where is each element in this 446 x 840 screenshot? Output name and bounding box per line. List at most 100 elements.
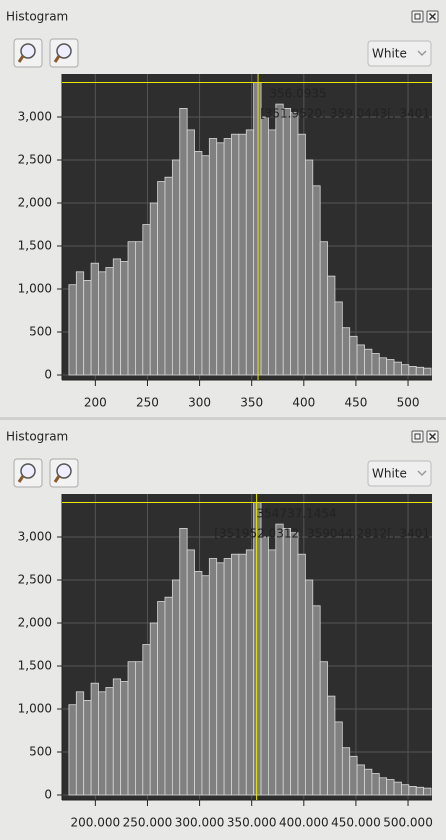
bar (312, 605, 321, 796)
float-button[interactable] (411, 430, 424, 443)
bar (216, 142, 225, 376)
bar (297, 133, 306, 376)
bar (319, 241, 328, 376)
bar (105, 687, 114, 796)
x-tick-label: 350.000 (227, 816, 277, 830)
bar (268, 549, 277, 796)
close-icon (428, 432, 437, 441)
bar (171, 159, 181, 376)
panel-title: Histogram (6, 430, 68, 444)
float-button[interactable] (411, 10, 424, 23)
bar (98, 271, 107, 376)
bar (83, 280, 92, 376)
y-tick-label: 2,500 (18, 573, 52, 587)
panel-title: Histogram (6, 10, 68, 24)
bar (297, 553, 306, 796)
bar (275, 103, 284, 376)
bar (327, 695, 336, 796)
bar (171, 579, 181, 796)
magnifier-handle (53, 55, 61, 63)
x-tick-label: 500 (397, 396, 420, 410)
bar (120, 681, 129, 796)
bar (393, 781, 402, 796)
x-tick-label: 450 (344, 396, 367, 410)
bar (245, 129, 255, 376)
separator (0, 417, 446, 420)
dropdown-arrow (417, 50, 427, 57)
bar (127, 661, 136, 796)
bar (208, 138, 218, 376)
bar (245, 549, 255, 796)
y-tick-label: 500 (29, 745, 52, 759)
float-icon (414, 433, 421, 440)
x-tick-label: 300 (188, 396, 211, 410)
y-tick-label: 3,000 (18, 110, 52, 124)
magnifier-handle (53, 475, 61, 483)
x-tick-label: 400.000 (279, 816, 329, 830)
bar (238, 133, 247, 376)
bar (75, 691, 85, 796)
bar (282, 528, 292, 796)
bar (194, 571, 203, 796)
bar (127, 241, 136, 376)
dropdown-label: White (372, 47, 407, 61)
bar (290, 112, 299, 376)
cursor-range: [351.9520; 359.0443[, 3401 (260, 107, 430, 121)
bar (356, 764, 365, 796)
bar (341, 327, 351, 376)
color-dropdown[interactable] (367, 40, 432, 67)
magnifier (20, 463, 36, 479)
bar (282, 108, 292, 376)
bar (268, 129, 277, 376)
bar (304, 579, 314, 796)
bar (164, 176, 173, 376)
bar (415, 786, 425, 796)
bar (364, 768, 373, 796)
bar (415, 366, 425, 376)
bar (238, 553, 247, 796)
color-dropdown[interactable] (367, 460, 432, 487)
y-tick-label: 0 (44, 368, 52, 382)
x-tick-label: 450.000 (331, 816, 381, 830)
x-tick-label: 200.000 (71, 816, 121, 830)
bar (135, 661, 144, 796)
x-tick-label: 200 (84, 396, 107, 410)
bar (378, 777, 388, 796)
x-tick-label: 350 (240, 396, 263, 410)
bar (75, 271, 85, 376)
y-tick-label: 1,500 (18, 239, 52, 253)
bar (112, 678, 122, 796)
bar (68, 284, 77, 376)
bar (401, 364, 410, 376)
bar (349, 755, 358, 796)
bar (231, 553, 240, 796)
bar (364, 348, 373, 376)
bar (83, 700, 92, 796)
bar (157, 181, 166, 376)
bar (386, 779, 395, 796)
bar (120, 261, 129, 376)
dropdown-arrow (417, 470, 427, 477)
y-tick-label: 500 (29, 325, 52, 339)
bar (334, 301, 343, 376)
bar (135, 241, 144, 376)
bar (423, 787, 432, 796)
bar (90, 262, 99, 376)
bar (157, 601, 166, 796)
y-tick-label: 1,500 (18, 659, 52, 673)
bar (112, 258, 122, 376)
bar (408, 786, 417, 796)
bar (149, 202, 158, 376)
y-tick-label: 1,000 (18, 702, 52, 716)
magnifier (56, 43, 72, 59)
y-tick-label: 2,000 (18, 616, 52, 630)
bar (223, 558, 232, 796)
bar (260, 116, 269, 376)
bar (98, 691, 107, 796)
cursor-value: 356.0935 (269, 87, 326, 101)
bar (386, 359, 395, 376)
bar (378, 357, 388, 376)
y-tick-label: 2,000 (18, 196, 52, 210)
x-tick-label: 300.000 (175, 816, 225, 830)
